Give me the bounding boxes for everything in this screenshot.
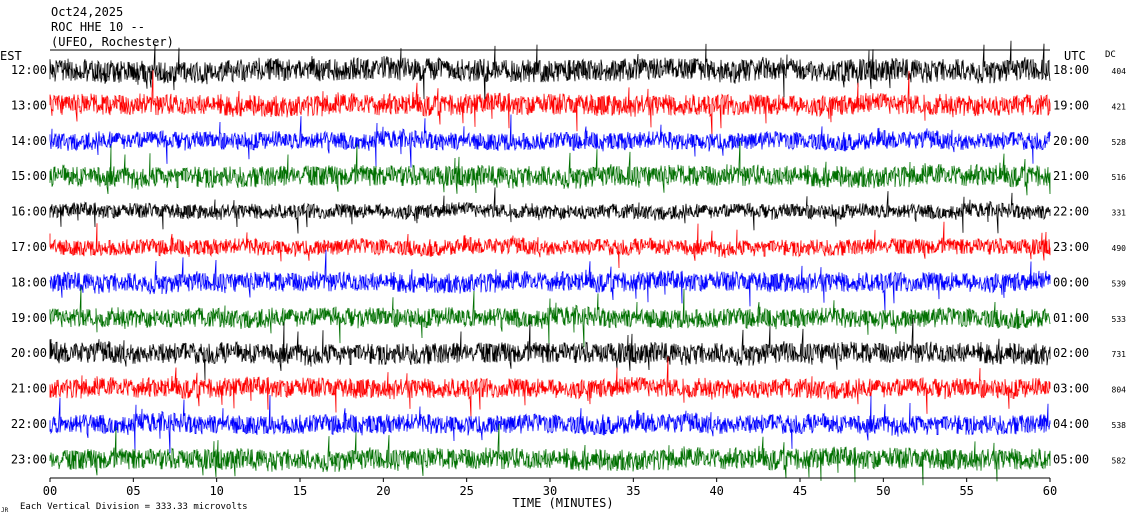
utc-time-label: 02:00 — [1053, 346, 1089, 360]
utc-time-label: 22:00 — [1053, 205, 1089, 219]
est-label: EST — [0, 49, 22, 63]
dc-offset-label: 539 — [1112, 279, 1127, 288]
header-station: ROC HHE 10 -- — [51, 20, 145, 34]
x-tick-label: 00 — [43, 484, 57, 498]
utc-time-label: 20:00 — [1053, 134, 1089, 148]
utc-time-label: 18:00 — [1053, 63, 1089, 77]
x-axis: 00 05 10 15 20 25 30 35 40 45 50 55 60 — [43, 478, 1057, 498]
est-time-label: 23:00 — [11, 452, 47, 466]
dc-offset-label: 528 — [1112, 138, 1127, 147]
x-tick-label: 10 — [209, 484, 223, 498]
est-time-label: 12:00 — [11, 63, 47, 77]
dc-offset-label: 404 — [1112, 67, 1127, 76]
est-time-label: 17:00 — [11, 240, 47, 254]
x-tick-label: 50 — [876, 484, 890, 498]
x-tick-label: 45 — [793, 484, 807, 498]
dc-offset-label: 804 — [1112, 386, 1127, 395]
header-date: Oct24,2025 — [51, 5, 123, 19]
x-axis-title: TIME (MINUTES) — [512, 496, 613, 510]
seismic-traces — [49, 40, 1051, 486]
dc-offset-label: 331 — [1112, 209, 1127, 218]
header-network: (UFEO, Rochester) — [51, 35, 174, 49]
trace-row-1500 — [49, 140, 1051, 196]
utc-time-label: 05:00 — [1053, 452, 1089, 466]
utc-time-label: 04:00 — [1053, 417, 1089, 431]
utc-time-label: 03:00 — [1053, 382, 1089, 396]
dc-offset-label: 533 — [1112, 315, 1127, 324]
dc-offset-label: 731 — [1112, 350, 1127, 359]
trace-row-1200 — [49, 40, 1051, 107]
utc-time-label: 19:00 — [1053, 98, 1089, 112]
trace-row-2200 — [49, 394, 1051, 454]
utc-time-label: 23:00 — [1053, 240, 1089, 254]
trace-row-1800 — [49, 249, 1051, 312]
dc-offset-label: 582 — [1112, 456, 1127, 465]
utc-time-label: 21:00 — [1053, 169, 1089, 183]
x-tick-label: 35 — [626, 484, 640, 498]
dc-offset-label: 421 — [1112, 102, 1127, 111]
corner-mark: JR — [1, 507, 9, 514]
x-tick-label: 15 — [293, 484, 307, 498]
x-tick-label: 40 — [709, 484, 723, 498]
trace-row-2000 — [49, 317, 1051, 381]
trace-row-1400 — [49, 114, 1051, 168]
x-tick-label: 55 — [959, 484, 973, 498]
dc-offset-label: 490 — [1112, 244, 1127, 253]
trace-row-1300 — [49, 70, 1051, 138]
est-time-label: 16:00 — [11, 205, 47, 219]
x-tick-label: 25 — [459, 484, 473, 498]
utc-label: UTC — [1064, 49, 1086, 63]
est-time-label: 13:00 — [11, 98, 47, 112]
utc-time-label: 00:00 — [1053, 275, 1089, 289]
utc-time-label: 01:00 — [1053, 311, 1089, 325]
x-tick-label: 60 — [1043, 484, 1057, 498]
x-tick-label: 20 — [376, 484, 390, 498]
est-time-label: 15:00 — [11, 169, 47, 183]
est-time-label: 21:00 — [11, 382, 47, 396]
trace-row-2300 — [49, 424, 1051, 486]
scale-note: Each Vertical Division = 333.33 microvol… — [20, 502, 248, 512]
est-time-label: 18:00 — [11, 275, 47, 289]
est-time-label: 20:00 — [11, 346, 47, 360]
trace-row-1700 — [49, 221, 1051, 269]
est-time-label: 19:00 — [11, 311, 47, 325]
x-tick-label: 05 — [126, 484, 140, 498]
dc-label: DC — [1105, 50, 1116, 60]
est-time-label: 22:00 — [11, 417, 47, 431]
dc-offset-label: 516 — [1112, 173, 1127, 182]
trace-row-1600 — [49, 187, 1051, 234]
est-time-label: 14:00 — [11, 134, 47, 148]
row-labels: 12:00 18:00 404 13:00 19:00 421 14:00 20:00 528 1… — [11, 63, 1126, 466]
trace-row-2100 — [49, 356, 1051, 418]
dc-offset-label: 538 — [1112, 421, 1127, 430]
trace-row-1900 — [49, 286, 1051, 348]
x-tick-label: 30 — [543, 484, 557, 498]
